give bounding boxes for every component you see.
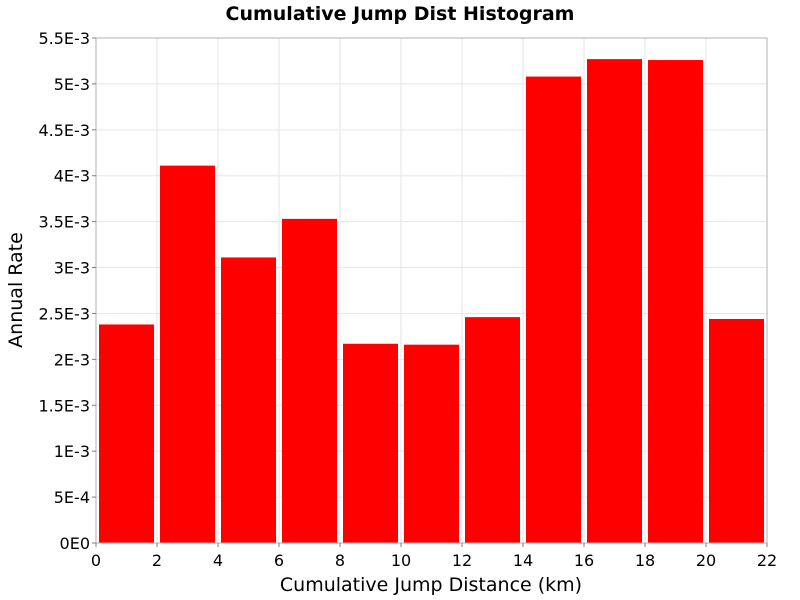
y-tick-label: 5.5E-3 (38, 29, 90, 48)
histogram-bar (404, 344, 459, 543)
x-tick-label: 12 (452, 551, 472, 570)
chart-title: Cumulative Jump Dist Histogram (226, 3, 575, 25)
x-tick-label: 10 (391, 551, 411, 570)
y-tick-label: 4E-3 (54, 167, 90, 186)
x-tick-label: 0 (91, 551, 101, 570)
y-tick-label: 5E-3 (54, 75, 90, 94)
histogram-bar (343, 343, 398, 543)
x-tick-label: 8 (335, 551, 345, 570)
y-tick-label: 2.5E-3 (38, 304, 90, 323)
x-tick-label: 2 (152, 551, 162, 570)
y-axis-ticks: 0E0 5E-4 1E-3 1.5E-3 2E-3 2.5E-3 3E-3 3.5E-3 4E-… (38, 29, 96, 553)
x-axis-label: Cumulative Jump Distance (km) (280, 574, 582, 596)
histogram-bar (221, 257, 276, 543)
histogram-bar (709, 318, 764, 543)
x-tick-label: 18 (635, 551, 655, 570)
x-tick-label: 14 (513, 551, 533, 570)
plot-frame (95, 37, 768, 544)
y-tick-label: 1E-3 (54, 442, 90, 461)
y-tick-label: 3E-3 (54, 259, 90, 278)
y-tick-label: 0E0 (60, 534, 90, 553)
histogram-bar (526, 76, 581, 544)
y-tick-label: 4.5E-3 (38, 121, 90, 140)
histogram-bar (648, 60, 703, 543)
x-tick-label: 6 (274, 551, 284, 570)
x-tick-label: 16 (574, 551, 594, 570)
histogram-bar (587, 59, 642, 543)
histogram-bar (99, 324, 154, 543)
histogram-bar (282, 218, 337, 543)
x-axis-ticks: 0 2 4 6 8 10 12 14 16 18 20 22 (91, 543, 777, 570)
y-tick-label: 3.5E-3 (38, 213, 90, 232)
histogram-bar (160, 165, 215, 544)
x-tick-label: 20 (696, 551, 716, 570)
bars (99, 59, 764, 544)
y-axis-label: Annual Rate (5, 232, 27, 348)
histogram-bar (465, 317, 520, 543)
y-tick-label: 1.5E-3 (38, 396, 90, 415)
x-tick-label: 4 (213, 551, 223, 570)
x-tick-label: 22 (757, 551, 777, 570)
y-tick-label: 5E-4 (54, 488, 90, 507)
y-tick-label: 2E-3 (54, 350, 90, 369)
